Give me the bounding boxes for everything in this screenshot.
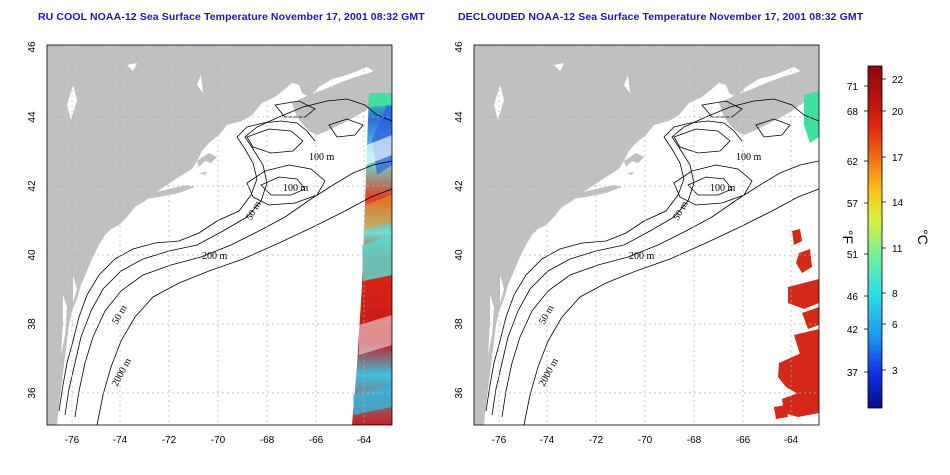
colorbar: 71 68 62 57 51 46 42 37 22 20 17 14 11 8 [840, 65, 931, 409]
fahrenheit-tick: 71 [847, 82, 859, 93]
left-contour-label-100m-a: 100 m [309, 152, 335, 163]
colorbar-gradient [867, 65, 883, 409]
right-y-tick: 40 [454, 249, 465, 261]
right-contour-label-200m: 200 m [629, 251, 655, 262]
left-y-tick: 40 [27, 249, 38, 261]
left-map-frame [46, 44, 393, 426]
right-x-tick: -66 [736, 435, 751, 446]
celsius-tick: 6 [892, 320, 898, 331]
left-y-tick: 44 [27, 111, 38, 123]
right-y-tick: 38 [454, 318, 465, 330]
right-x-tick: -74 [540, 435, 555, 446]
left-x-tick: -76 [65, 435, 80, 446]
right-x-tick: -68 [687, 435, 702, 446]
right-x-tick: -72 [589, 435, 604, 446]
fahrenheit-tick: 62 [847, 157, 859, 168]
right-map: 100 m 100 m 50 m 200 m 50 m 2000 m -76 -… [454, 41, 820, 446]
celsius-tick: 3 [892, 366, 898, 377]
right-y-tick: 36 [454, 387, 465, 399]
left-y-tick: 36 [27, 387, 38, 399]
right-contour-label-100m-b: 100 m [710, 183, 736, 194]
left-contour-label-200m: 200 m [202, 251, 228, 262]
celsius-tick: 22 [892, 75, 904, 86]
right-map-grid [474, 45, 819, 425]
right-contour-label-100m-a: 100 m [736, 152, 762, 163]
left-x-tick: -74 [113, 435, 128, 446]
celsius-unit-label: °C [915, 229, 931, 245]
fahrenheit-unit-label: °F [840, 230, 856, 244]
celsius-tick: 11 [892, 244, 903, 255]
left-y-tick: 46 [27, 41, 38, 53]
left-x-tick: -72 [162, 435, 177, 446]
fahrenheit-tick: 68 [847, 107, 859, 118]
right-x-tick: -76 [492, 435, 507, 446]
right-x-tick: -70 [638, 435, 653, 446]
fahrenheit-tick: 57 [847, 199, 859, 210]
celsius-tick: 14 [892, 198, 904, 209]
right-map-frame [473, 44, 820, 426]
left-x-tick: -68 [260, 435, 275, 446]
fahrenheit-tick: 46 [847, 292, 859, 303]
left-map: 100 m 100 m 50 m 200 m 50 m 2000 m -76 -… [27, 41, 393, 446]
left-y-tick: 38 [27, 318, 38, 330]
right-y-tick: 44 [454, 111, 465, 123]
left-x-tick: -64 [357, 435, 372, 446]
fahrenheit-tick: 37 [847, 368, 859, 379]
fahrenheit-tick: 51 [847, 250, 859, 261]
right-x-tick: -64 [784, 435, 799, 446]
left-sst-swath [352, 93, 392, 425]
right-y-tick: 42 [454, 180, 465, 192]
left-map-grid [47, 45, 392, 425]
left-map-title: RU COOL NOAA-12 Sea Surface Temperature … [38, 11, 425, 23]
celsius-tick: 20 [892, 107, 904, 118]
left-x-tick: -70 [211, 435, 226, 446]
left-x-tick: -66 [309, 435, 324, 446]
right-y-tick: 46 [454, 41, 465, 53]
celsius-tick: 8 [892, 289, 898, 300]
right-map-title: DECLOUDED NOAA-12 Sea Surface Temperatur… [458, 11, 864, 23]
left-contour-label-100m-b: 100 m [283, 183, 309, 194]
left-y-tick: 42 [27, 180, 38, 192]
fahrenheit-tick: 42 [847, 325, 859, 336]
celsius-tick: 17 [892, 153, 904, 164]
